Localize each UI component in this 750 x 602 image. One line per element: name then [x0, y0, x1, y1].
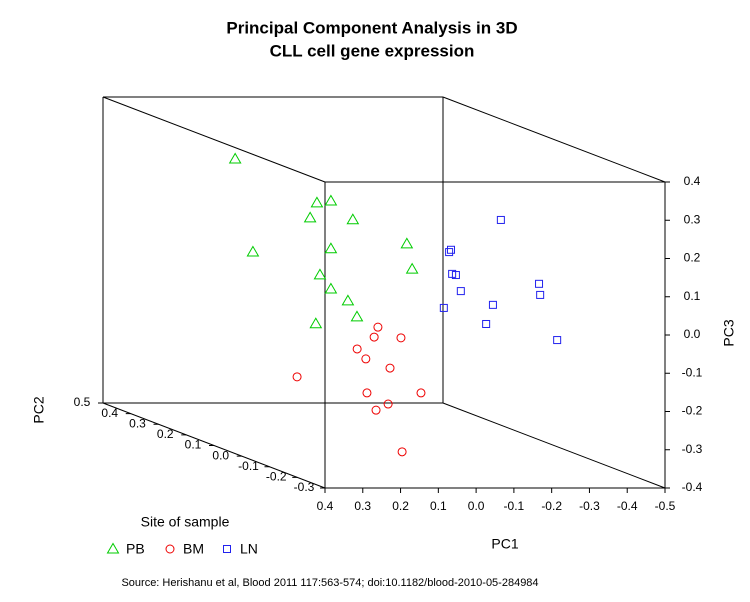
- x-tick-label: -0.1: [504, 499, 525, 513]
- point: [341, 294, 355, 306]
- y-tick-label: 0.0: [212, 448, 229, 462]
- y-tick-label: -0.3: [294, 480, 315, 494]
- point: [451, 271, 460, 280]
- y-tick-label: -0.1: [238, 459, 259, 473]
- x-tick-label: 0.3: [354, 499, 371, 513]
- point: [396, 333, 406, 343]
- point: [373, 322, 383, 332]
- point: [228, 152, 242, 164]
- point: [447, 245, 456, 254]
- point: [535, 279, 544, 288]
- point: [405, 262, 419, 274]
- y-tick-label: 0.2: [157, 427, 174, 441]
- y-tick-label: 0.3: [129, 416, 146, 430]
- x-tick-label: 0.2: [392, 499, 409, 513]
- point: [496, 215, 505, 224]
- x-tick-label: 0.1: [430, 499, 447, 513]
- point: [445, 248, 454, 257]
- y-tick-label: 0.5: [74, 395, 91, 409]
- z-tick-label: 0.3: [684, 212, 701, 226]
- y-tick-label: 0.1: [185, 438, 202, 452]
- x-tick-label: -0.2: [541, 499, 562, 513]
- y-tick-label: 0.4: [101, 406, 118, 420]
- legend-marker: [223, 545, 231, 553]
- point: [536, 290, 545, 299]
- z-tick-label: 0.2: [684, 251, 701, 265]
- z-tick-label: 0.4: [684, 174, 701, 188]
- point: [310, 196, 324, 208]
- point: [350, 310, 364, 322]
- box-edge: [442, 96, 666, 183]
- point: [313, 268, 327, 280]
- y-tick-label: -0.2: [266, 470, 287, 484]
- point: [352, 344, 362, 354]
- z-tick-label: -0.2: [682, 404, 703, 418]
- point: [400, 237, 414, 249]
- source-note: Source: Herishanu et al, Blood 2011 117:…: [121, 577, 538, 589]
- legend-label: PB: [126, 541, 145, 557]
- point: [324, 242, 338, 254]
- point: [303, 211, 317, 223]
- box: [102, 96, 666, 489]
- z-tick-label: -0.3: [682, 442, 703, 456]
- point: [439, 303, 448, 312]
- legend-label: LN: [240, 541, 258, 557]
- z-axis-title: PC3: [721, 319, 737, 346]
- point: [362, 388, 372, 398]
- point: [369, 332, 379, 342]
- y-axis-title: PC2: [31, 396, 47, 423]
- point: [292, 372, 302, 382]
- x-tick-label: -0.5: [655, 499, 676, 513]
- point: [385, 363, 395, 373]
- point: [346, 213, 360, 225]
- point: [488, 300, 497, 309]
- z-tick-label: -0.4: [682, 480, 703, 494]
- point: [246, 245, 260, 257]
- point: [482, 319, 491, 328]
- z-tick-label: -0.1: [682, 365, 703, 379]
- legend-marker: [165, 544, 175, 554]
- point: [383, 399, 393, 409]
- point: [397, 447, 407, 457]
- point: [309, 317, 323, 329]
- point: [553, 336, 562, 345]
- legend-title: Site of sample: [141, 514, 230, 530]
- point: [361, 354, 371, 364]
- x-tick-label: -0.4: [617, 499, 638, 513]
- legend-label: BM: [183, 541, 204, 557]
- x-tick-label: -0.3: [579, 499, 600, 513]
- z-tick-label: 0.1: [684, 289, 701, 303]
- x-tick-label: 0.4: [317, 499, 334, 513]
- x-tick-label: 0.0: [468, 499, 485, 513]
- point: [371, 405, 381, 415]
- point: [456, 287, 465, 296]
- box-edge: [442, 402, 666, 489]
- point: [324, 282, 338, 294]
- z-tick-label: 0.0: [684, 327, 701, 341]
- x-axis-title: PC1: [491, 536, 518, 552]
- chart-subtitle: CLL cell gene expression: [270, 41, 475, 60]
- box-edge: [102, 96, 326, 183]
- point: [324, 194, 338, 206]
- chart-title: Principal Component Analysis in 3D: [226, 18, 517, 37]
- point: [416, 388, 426, 398]
- legend-marker: [106, 542, 120, 554]
